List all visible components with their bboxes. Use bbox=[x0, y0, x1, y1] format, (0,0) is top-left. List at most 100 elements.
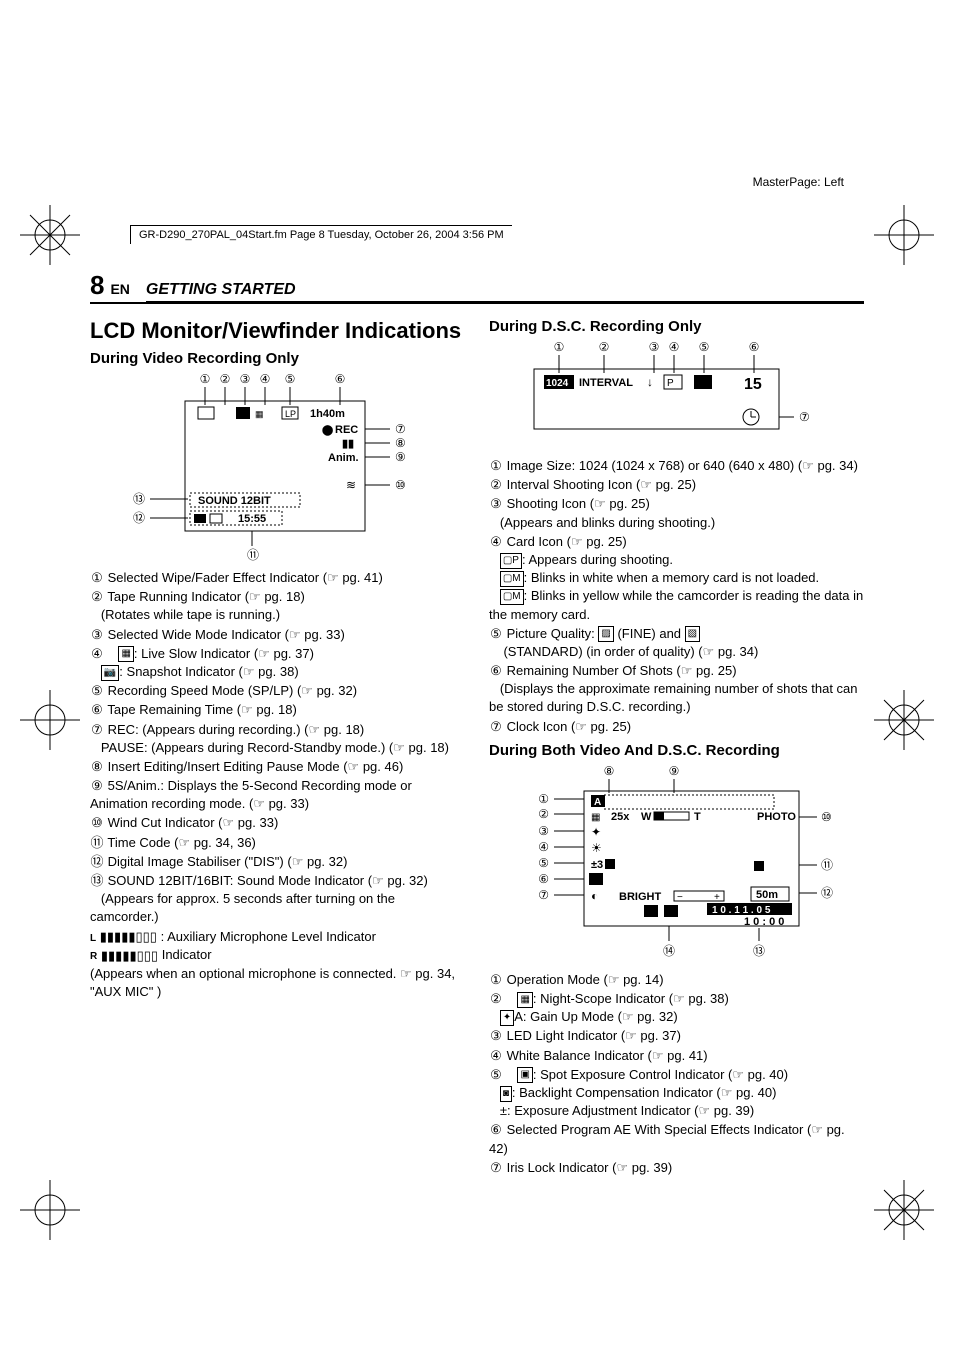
masterpage-label: MasterPage: Left bbox=[753, 175, 844, 189]
gain-up-icon: ✦ bbox=[500, 1010, 514, 1026]
svg-text:Anim.: Anim. bbox=[328, 452, 359, 464]
page-ref: ☞ pg. 33 bbox=[253, 796, 304, 811]
svg-text:±3: ±3 bbox=[591, 859, 603, 871]
svg-text:⑥: ⑥ bbox=[538, 872, 549, 886]
item-text: : Auxiliary Microphone Level Indicator bbox=[161, 929, 376, 944]
page-ref: ☞ pg. 34 bbox=[703, 644, 754, 659]
page-ref: ☞ pg. 18 bbox=[249, 589, 300, 604]
item-number: ⑤ bbox=[489, 1066, 503, 1084]
list-item: ④ ▦: Live Slow Indicator (☞ pg. 37) 📷: S… bbox=[90, 645, 465, 681]
svg-text:REC: REC bbox=[335, 424, 358, 436]
standard-icon: ▧ bbox=[685, 626, 700, 642]
item-text: : Snapshot Indicator bbox=[119, 664, 235, 679]
list-item: ⑪ Time Code (☞ pg. 34, 36) bbox=[90, 834, 465, 852]
svg-text:⑦: ⑦ bbox=[395, 422, 406, 436]
item-number: ④ bbox=[489, 533, 503, 551]
list-item: ⑥ Selected Program AE With Special Effec… bbox=[489, 1121, 864, 1157]
svg-text:②: ② bbox=[220, 372, 231, 386]
item-number: ⑫ bbox=[90, 853, 104, 871]
pre-text: ± bbox=[500, 1103, 507, 1118]
svg-text:③: ③ bbox=[649, 340, 660, 354]
item-text: Insert Editing/Insert Editing Pause Mode bbox=[108, 759, 340, 774]
item-number: ⑨ bbox=[90, 777, 104, 795]
svg-text:BRIGHT: BRIGHT bbox=[619, 891, 661, 903]
item-text: Recording Speed Mode (SP/LP) bbox=[108, 683, 294, 698]
item-sub: (Rotates while tape is running.) bbox=[101, 607, 280, 622]
svg-text:⑨: ⑨ bbox=[395, 450, 406, 464]
item-text: Time Code bbox=[107, 835, 170, 850]
page-ref: ☞ pg. 46 bbox=[348, 759, 399, 774]
svg-text:P: P bbox=[667, 378, 674, 389]
list-item: ③ LED Light Indicator (☞ pg. 37) bbox=[489, 1027, 864, 1045]
page-ref: ☞ pg. 25 bbox=[681, 663, 732, 678]
svg-text:↓: ↓ bbox=[647, 375, 653, 389]
item-number: ⑤ bbox=[489, 625, 503, 643]
item-text: : Live Slow Indicator bbox=[134, 646, 250, 661]
page-ref: ☞ pg. 25 bbox=[575, 719, 626, 734]
item-text: : Spot Exposure Control Indicator bbox=[533, 1067, 725, 1082]
page-ref: ☞ pg. 41 bbox=[652, 1048, 703, 1063]
right-column: During D.S.C. Recording Only ① ② ③ ④ ⑤ ⑥ bbox=[489, 312, 864, 1178]
svg-text:⑤: ⑤ bbox=[285, 372, 296, 386]
card-p-icon: ▢P bbox=[500, 553, 522, 569]
item-number: ⑬ bbox=[90, 872, 104, 890]
item-text: Tape Running Indicator bbox=[107, 589, 241, 604]
list-item: ⑦ REC: (Appears during recording.) (☞ pg… bbox=[90, 721, 465, 757]
svg-text:1 0 : 0 0: 1 0 : 0 0 bbox=[744, 916, 784, 928]
both-recording-diagram: ⑧ ⑨ ① ② ③ ④ ⑤ ⑥ ⑦ A bbox=[489, 763, 859, 963]
svg-text:⑬: ⑬ bbox=[753, 944, 765, 958]
item-number: ③ bbox=[489, 495, 503, 513]
item-text: : Night-Scope Indicator bbox=[533, 991, 665, 1006]
page-ref: ☞ pg. 38 bbox=[673, 991, 724, 1006]
card-m-icon: ▢M bbox=[500, 589, 524, 605]
list-item: ⑥ Remaining Number Of Shots (☞ pg. 25) (… bbox=[489, 662, 864, 717]
item-text: Selected Program AE With Special Effects… bbox=[507, 1122, 804, 1137]
item-number: ② bbox=[489, 476, 503, 494]
list-item: L ▮▮▮▮▮▯▯▯ : Auxiliary Microphone Level … bbox=[90, 928, 465, 1002]
page-ref: ☞ pg. 33 bbox=[223, 815, 274, 830]
svg-text:A: A bbox=[594, 797, 601, 808]
item-number: ① bbox=[489, 971, 503, 989]
item-number: ⑪ bbox=[90, 834, 104, 852]
item-number: ⑥ bbox=[489, 1121, 503, 1139]
svg-text:⑧: ⑧ bbox=[395, 436, 406, 450]
pre-text: A bbox=[514, 1009, 523, 1024]
page-ref: ☞ pg. 38 bbox=[243, 664, 294, 679]
svg-text:④: ④ bbox=[669, 340, 680, 354]
item-number: ⑥ bbox=[489, 662, 503, 680]
both-recording-title: During Both Video And D.S.C. Recording bbox=[489, 742, 864, 759]
doc-header: GR-D290_270PAL_04Start.fm Page 8 Tuesday… bbox=[130, 225, 512, 244]
svg-text:⬤: ⬤ bbox=[322, 425, 333, 436]
page-ref: ☞ pg. 18 bbox=[393, 740, 444, 755]
item-number: ③ bbox=[90, 626, 104, 644]
item-sub: (Displays the approximate remaining numb… bbox=[489, 681, 858, 714]
svg-text:≋: ≋ bbox=[346, 478, 356, 492]
list-item: ⑩ Wind Cut Indicator (☞ pg. 33) bbox=[90, 814, 465, 832]
item-text: Digital Image Stabiliser ("DIS") bbox=[108, 854, 284, 869]
page-ref: ☞ pg. 18 bbox=[241, 702, 292, 717]
item-number: ⑦ bbox=[489, 718, 503, 736]
svg-text:1 0 . 1 1 . 0 5: 1 0 . 1 1 . 0 5 bbox=[712, 905, 771, 916]
list-item: ④ Card Icon (☞ pg. 25) ▢P: Appears durin… bbox=[489, 533, 864, 624]
item-sub: (Appears when an optional microphone is … bbox=[90, 966, 455, 999]
svg-text:⑥: ⑥ bbox=[335, 372, 346, 386]
svg-text:25x: 25x bbox=[611, 811, 630, 823]
list-item: ⑫ Digital Image Stabiliser ("DIS") (☞ pg… bbox=[90, 853, 465, 871]
svg-text:⑩: ⑩ bbox=[395, 478, 406, 492]
item-text: Iris Lock Indicator bbox=[507, 1160, 609, 1175]
svg-text:⑦: ⑦ bbox=[538, 888, 549, 902]
dsc-recording-title: During D.S.C. Recording Only bbox=[489, 318, 864, 335]
svg-text:1h40m: 1h40m bbox=[310, 408, 345, 420]
page-ref: ☞ pg. 25 bbox=[594, 496, 645, 511]
page-ref: ☞ pg. 37 bbox=[625, 1028, 676, 1043]
list-item: ⑦ Clock Icon (☞ pg. 25) bbox=[489, 718, 864, 736]
page-ref: ☞ pg. 33 bbox=[289, 627, 340, 642]
list-item: ③ Selected Wide Mode Indicator (☞ pg. 33… bbox=[90, 626, 465, 644]
item-text: Operation Mode bbox=[507, 972, 600, 987]
spot-exp-icon: ▣ bbox=[517, 1067, 532, 1083]
svg-text:SOUND 12BIT: SOUND 12BIT bbox=[198, 495, 271, 507]
svg-text:⑪: ⑪ bbox=[821, 858, 833, 872]
item-text: : Exposure Adjustment Indicator bbox=[507, 1103, 691, 1118]
snapshot-icon: 📷 bbox=[101, 665, 119, 681]
list-item: ⑦ Iris Lock Indicator (☞ pg. 39) bbox=[489, 1159, 864, 1177]
